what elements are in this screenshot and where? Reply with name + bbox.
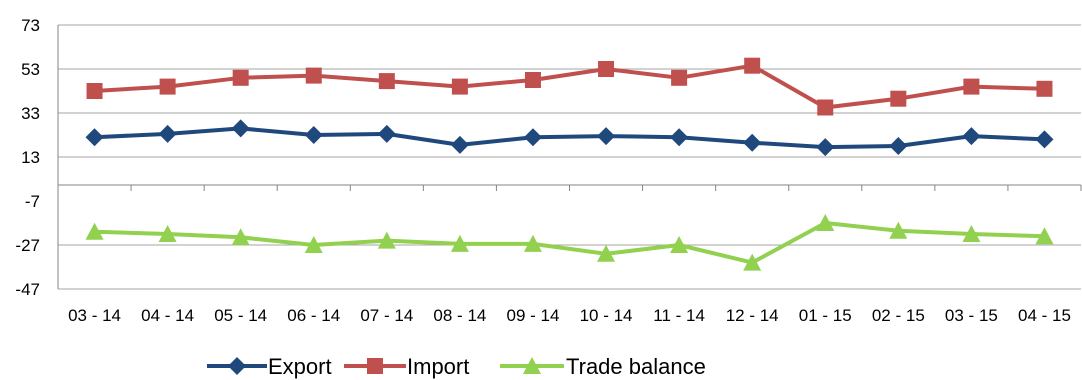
- y-tick-label: 73: [21, 16, 40, 35]
- data-point: [670, 128, 689, 147]
- x-tick-label: 09 - 14: [506, 306, 559, 325]
- data-point: [451, 78, 468, 95]
- series-line: [94, 221, 1045, 265]
- data-point: [523, 128, 542, 147]
- data-point: [1035, 130, 1054, 149]
- series-trade-balance: [85, 214, 1054, 271]
- series-import: [86, 57, 1053, 116]
- data-point: [377, 124, 396, 143]
- legend-label: Trade balance: [566, 354, 706, 379]
- data-point: [962, 225, 981, 242]
- data-point: [304, 236, 323, 253]
- x-tick-label: 07 - 14: [360, 306, 413, 325]
- x-axis-ticks: 03 - 14 04 - 14 05 - 14 06 - 14 07 - 14 08 - …: [68, 306, 1071, 325]
- y-axis-ticks: 73 53 33 13 -7 -27 -47: [15, 16, 40, 299]
- data-point: [889, 221, 908, 239]
- data-point: [816, 138, 835, 157]
- y-tick-label: 13: [21, 148, 40, 167]
- x-tick-label: 10 - 14: [580, 306, 633, 325]
- data-point: [670, 236, 689, 253]
- y-tick-label: 33: [21, 104, 40, 123]
- data-point: [817, 99, 834, 116]
- data-point: [598, 61, 615, 77]
- data-point: [597, 127, 616, 146]
- data-point: [85, 222, 104, 240]
- series-group: [85, 57, 1054, 271]
- legend-swatch-marker: [523, 357, 541, 374]
- data-point: [743, 253, 762, 271]
- x-tick-label: 05 - 14: [214, 306, 267, 325]
- data-point: [1035, 227, 1054, 245]
- x-tick-label: 04 - 14: [141, 306, 194, 325]
- y-tick-label: -7: [25, 192, 40, 211]
- legend-label: Import: [407, 354, 469, 379]
- series-line: [94, 126, 1045, 150]
- data-point: [232, 69, 249, 86]
- data-point: [671, 69, 688, 86]
- gridlines: [58, 24, 1081, 290]
- data-point: [378, 73, 395, 90]
- data-point: [231, 119, 250, 138]
- legend-swatch-marker: [367, 358, 383, 374]
- data-point: [86, 83, 103, 99]
- legend-swatch-marker: [228, 357, 246, 375]
- data-point: [158, 124, 177, 143]
- data-point: [962, 127, 981, 146]
- legend-item: Import: [344, 354, 469, 379]
- x-tick-label: 12 - 14: [726, 306, 779, 325]
- data-point: [524, 72, 541, 88]
- data-point: [304, 126, 323, 144]
- legend-label: Export: [268, 354, 332, 379]
- data-point: [450, 135, 469, 154]
- x-tick-label: 11 - 14: [653, 306, 705, 325]
- data-point: [816, 214, 835, 231]
- y-tick-label: 53: [21, 60, 40, 79]
- y-tick-label: -47: [15, 280, 40, 299]
- data-point: [159, 78, 176, 95]
- data-point: [377, 231, 396, 249]
- legend: Export Import Trade balance: [207, 354, 706, 379]
- data-point: [158, 225, 177, 242]
- y-tick-label: -27: [15, 236, 40, 255]
- x-tick-label: 01 - 15: [799, 306, 852, 325]
- axes: [57, 25, 1082, 289]
- x-tick-label: 04 - 15: [1018, 306, 1071, 325]
- data-point: [450, 234, 469, 252]
- data-point: [1036, 80, 1053, 97]
- legend-item: Trade balance: [500, 354, 706, 379]
- data-point: [744, 57, 761, 74]
- data-point: [597, 244, 616, 262]
- data-point: [890, 90, 907, 107]
- series-export: [85, 119, 1054, 157]
- data-point: [231, 228, 250, 246]
- series-line: [94, 63, 1045, 110]
- x-tick-label: 06 - 14: [287, 306, 340, 325]
- data-point: [85, 128, 104, 147]
- x-tick-label: 03 - 15: [945, 306, 998, 325]
- data-point: [963, 78, 980, 95]
- data-point: [523, 234, 542, 252]
- x-tick-label: 08 - 14: [433, 306, 486, 325]
- data-point: [743, 133, 762, 152]
- data-point: [889, 137, 908, 155]
- legend-item: Export: [207, 354, 332, 379]
- x-tick-label: 02 - 15: [872, 306, 925, 325]
- data-point: [305, 67, 322, 84]
- x-tick-label: 03 - 14: [68, 306, 121, 325]
